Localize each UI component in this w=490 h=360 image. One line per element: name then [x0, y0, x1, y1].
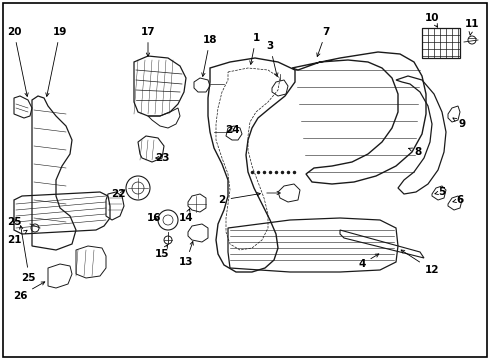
Text: 9: 9 — [453, 118, 466, 129]
Text: 2: 2 — [219, 193, 260, 205]
Text: 26: 26 — [13, 282, 45, 301]
Text: 7: 7 — [317, 27, 330, 57]
Bar — [422, 28, 460, 58]
Text: 19: 19 — [46, 27, 67, 96]
Text: 5: 5 — [435, 187, 445, 197]
Text: 12: 12 — [401, 250, 439, 275]
Text: 18: 18 — [202, 35, 217, 76]
Text: 20: 20 — [7, 27, 28, 96]
Text: 11: 11 — [465, 19, 479, 35]
Text: 25: 25 — [21, 273, 35, 283]
Text: 17: 17 — [141, 27, 155, 56]
Text: 1: 1 — [250, 33, 260, 64]
Text: 8: 8 — [409, 147, 421, 157]
Text: 23: 23 — [155, 153, 169, 163]
Text: 14: 14 — [179, 209, 194, 223]
Text: 15: 15 — [155, 245, 169, 259]
Text: 25: 25 — [7, 217, 21, 227]
Text: 22: 22 — [111, 189, 125, 199]
Text: 21: 21 — [7, 230, 27, 245]
Text: 4: 4 — [358, 254, 379, 269]
Text: 13: 13 — [179, 242, 194, 267]
Text: 3: 3 — [267, 41, 278, 76]
Text: 16: 16 — [147, 213, 161, 223]
Text: 10: 10 — [425, 13, 439, 27]
Text: 6: 6 — [453, 195, 464, 205]
Text: 24: 24 — [225, 125, 239, 135]
